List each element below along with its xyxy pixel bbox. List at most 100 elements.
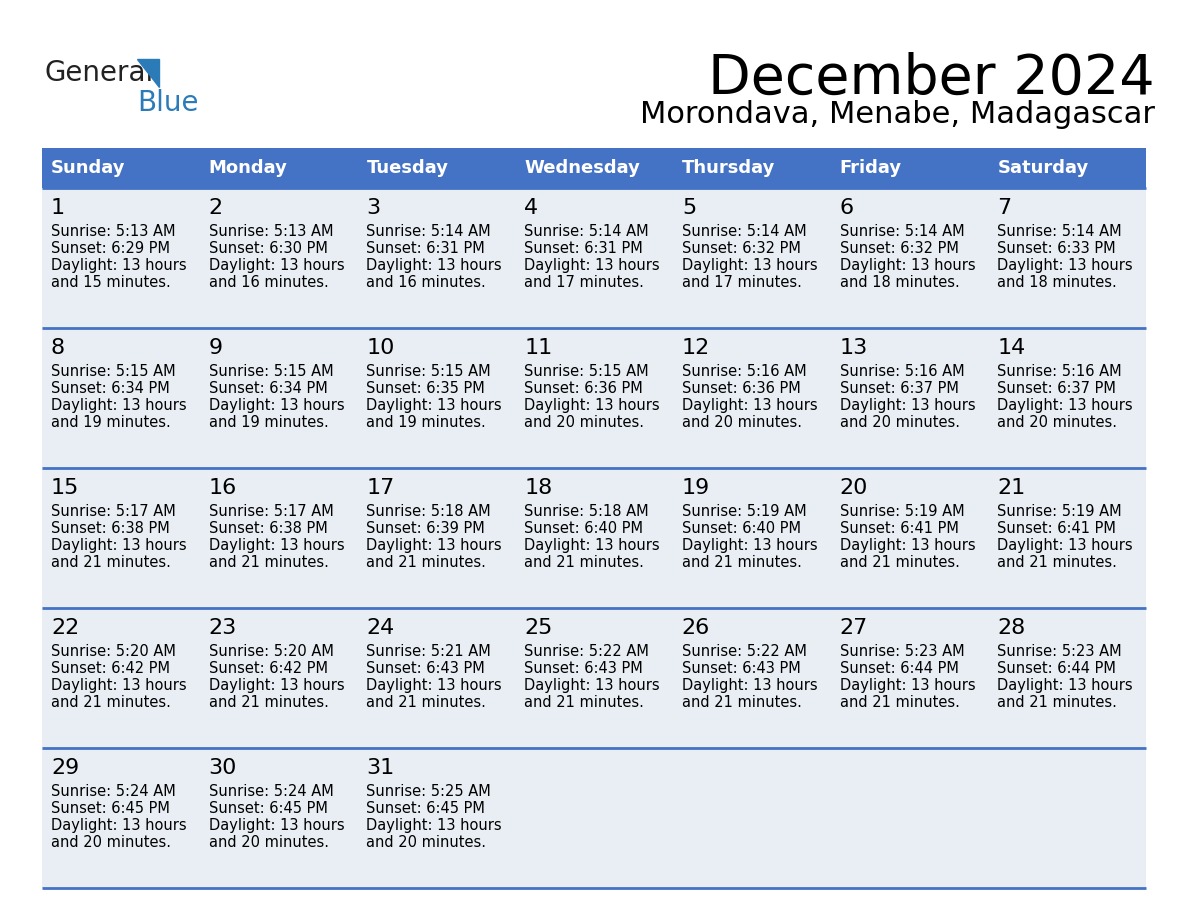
Text: Sunrise: 5:17 AM: Sunrise: 5:17 AM <box>51 504 176 519</box>
Text: Morondava, Menabe, Madagascar: Morondava, Menabe, Madagascar <box>640 100 1155 129</box>
Text: Daylight: 13 hours: Daylight: 13 hours <box>997 398 1133 413</box>
Text: Daylight: 13 hours: Daylight: 13 hours <box>209 398 345 413</box>
Text: Daylight: 13 hours: Daylight: 13 hours <box>997 258 1133 273</box>
Text: and 21 minutes.: and 21 minutes. <box>366 695 486 710</box>
Text: 6: 6 <box>840 198 854 218</box>
Text: and 21 minutes.: and 21 minutes. <box>840 695 960 710</box>
Text: and 20 minutes.: and 20 minutes. <box>51 835 171 850</box>
Text: Sunrise: 5:15 AM: Sunrise: 5:15 AM <box>51 364 176 379</box>
Text: Sunrise: 5:16 AM: Sunrise: 5:16 AM <box>997 364 1121 379</box>
Text: Daylight: 13 hours: Daylight: 13 hours <box>51 538 187 553</box>
Text: Sunrise: 5:15 AM: Sunrise: 5:15 AM <box>524 364 649 379</box>
Text: Sunset: 6:43 PM: Sunset: 6:43 PM <box>366 661 485 676</box>
Text: and 21 minutes.: and 21 minutes. <box>524 555 644 570</box>
Text: Sunset: 6:44 PM: Sunset: 6:44 PM <box>997 661 1117 676</box>
Text: Daylight: 13 hours: Daylight: 13 hours <box>51 258 187 273</box>
Text: 8: 8 <box>51 338 65 358</box>
Text: Sunrise: 5:19 AM: Sunrise: 5:19 AM <box>840 504 965 519</box>
Polygon shape <box>137 59 159 87</box>
Text: and 21 minutes.: and 21 minutes. <box>51 555 171 570</box>
Text: Thursday: Thursday <box>682 159 776 177</box>
Text: and 19 minutes.: and 19 minutes. <box>51 415 171 430</box>
Text: Monday: Monday <box>209 159 287 177</box>
Text: and 17 minutes.: and 17 minutes. <box>524 275 644 290</box>
Text: Sunrise: 5:23 AM: Sunrise: 5:23 AM <box>997 644 1121 659</box>
Text: 28: 28 <box>997 618 1025 638</box>
Text: Sunset: 6:33 PM: Sunset: 6:33 PM <box>997 241 1116 256</box>
Text: 14: 14 <box>997 338 1025 358</box>
Text: 4: 4 <box>524 198 538 218</box>
Text: Daylight: 13 hours: Daylight: 13 hours <box>840 678 975 693</box>
Text: Sunrise: 5:15 AM: Sunrise: 5:15 AM <box>209 364 334 379</box>
Text: Sunset: 6:43 PM: Sunset: 6:43 PM <box>682 661 801 676</box>
Text: Sunset: 6:45 PM: Sunset: 6:45 PM <box>366 801 486 816</box>
Text: Wednesday: Wednesday <box>524 159 640 177</box>
Text: 21: 21 <box>997 478 1025 498</box>
Text: Daylight: 13 hours: Daylight: 13 hours <box>366 678 503 693</box>
Text: Sunset: 6:43 PM: Sunset: 6:43 PM <box>524 661 643 676</box>
Text: Sunrise: 5:13 AM: Sunrise: 5:13 AM <box>209 224 333 239</box>
Text: and 21 minutes.: and 21 minutes. <box>51 695 171 710</box>
Text: Daylight: 13 hours: Daylight: 13 hours <box>682 538 817 553</box>
Text: Sunrise: 5:22 AM: Sunrise: 5:22 AM <box>524 644 649 659</box>
Text: and 18 minutes.: and 18 minutes. <box>840 275 960 290</box>
Text: 10: 10 <box>366 338 394 358</box>
Text: and 20 minutes.: and 20 minutes. <box>524 415 644 430</box>
Text: and 20 minutes.: and 20 minutes. <box>209 835 329 850</box>
Text: Sunset: 6:30 PM: Sunset: 6:30 PM <box>209 241 328 256</box>
Text: Sunset: 6:36 PM: Sunset: 6:36 PM <box>524 381 643 396</box>
Text: Daylight: 13 hours: Daylight: 13 hours <box>51 818 187 833</box>
Text: and 20 minutes.: and 20 minutes. <box>997 415 1117 430</box>
Text: Daylight: 13 hours: Daylight: 13 hours <box>51 398 187 413</box>
Text: Sunset: 6:38 PM: Sunset: 6:38 PM <box>51 521 170 536</box>
Text: and 20 minutes.: and 20 minutes. <box>366 835 486 850</box>
Text: and 19 minutes.: and 19 minutes. <box>366 415 486 430</box>
Text: Sunset: 6:35 PM: Sunset: 6:35 PM <box>366 381 485 396</box>
Text: and 16 minutes.: and 16 minutes. <box>209 275 328 290</box>
Text: Sunrise: 5:13 AM: Sunrise: 5:13 AM <box>51 224 176 239</box>
Text: Sunrise: 5:24 AM: Sunrise: 5:24 AM <box>209 784 334 799</box>
Text: Saturday: Saturday <box>997 159 1088 177</box>
Text: Sunset: 6:31 PM: Sunset: 6:31 PM <box>366 241 485 256</box>
Text: Sunset: 6:42 PM: Sunset: 6:42 PM <box>209 661 328 676</box>
Text: Sunrise: 5:22 AM: Sunrise: 5:22 AM <box>682 644 807 659</box>
Text: General: General <box>45 59 154 87</box>
Text: Sunset: 6:32 PM: Sunset: 6:32 PM <box>840 241 959 256</box>
Text: 2: 2 <box>209 198 223 218</box>
Text: 23: 23 <box>209 618 236 638</box>
Text: Sunset: 6:45 PM: Sunset: 6:45 PM <box>51 801 170 816</box>
Text: and 18 minutes.: and 18 minutes. <box>997 275 1117 290</box>
Text: Sunset: 6:36 PM: Sunset: 6:36 PM <box>682 381 801 396</box>
Text: 30: 30 <box>209 758 238 778</box>
Text: Sunset: 6:40 PM: Sunset: 6:40 PM <box>682 521 801 536</box>
Text: and 20 minutes.: and 20 minutes. <box>840 415 960 430</box>
Text: Sunrise: 5:19 AM: Sunrise: 5:19 AM <box>997 504 1121 519</box>
Text: Sunset: 6:41 PM: Sunset: 6:41 PM <box>840 521 959 536</box>
Text: 1: 1 <box>51 198 65 218</box>
Text: December 2024: December 2024 <box>708 52 1155 106</box>
Text: Sunrise: 5:21 AM: Sunrise: 5:21 AM <box>366 644 491 659</box>
Text: Daylight: 13 hours: Daylight: 13 hours <box>997 538 1133 553</box>
Text: 20: 20 <box>840 478 868 498</box>
Text: and 21 minutes.: and 21 minutes. <box>997 555 1117 570</box>
Text: and 19 minutes.: and 19 minutes. <box>209 415 328 430</box>
Text: 12: 12 <box>682 338 710 358</box>
Text: Daylight: 13 hours: Daylight: 13 hours <box>366 258 503 273</box>
Text: Sunset: 6:37 PM: Sunset: 6:37 PM <box>997 381 1117 396</box>
Text: Sunday: Sunday <box>51 159 126 177</box>
Text: Sunrise: 5:17 AM: Sunrise: 5:17 AM <box>209 504 334 519</box>
Text: Sunset: 6:45 PM: Sunset: 6:45 PM <box>209 801 328 816</box>
Bar <box>42 148 1146 188</box>
Text: Daylight: 13 hours: Daylight: 13 hours <box>524 398 659 413</box>
Text: 27: 27 <box>840 618 867 638</box>
Text: and 15 minutes.: and 15 minutes. <box>51 275 171 290</box>
Text: Sunrise: 5:16 AM: Sunrise: 5:16 AM <box>840 364 965 379</box>
Text: Sunset: 6:42 PM: Sunset: 6:42 PM <box>51 661 170 676</box>
Text: Daylight: 13 hours: Daylight: 13 hours <box>524 538 659 553</box>
Text: and 21 minutes.: and 21 minutes. <box>840 555 960 570</box>
Text: Daylight: 13 hours: Daylight: 13 hours <box>840 258 975 273</box>
Text: Sunrise: 5:18 AM: Sunrise: 5:18 AM <box>366 504 491 519</box>
Text: Daylight: 13 hours: Daylight: 13 hours <box>209 678 345 693</box>
Text: Daylight: 13 hours: Daylight: 13 hours <box>51 678 187 693</box>
Text: 24: 24 <box>366 618 394 638</box>
